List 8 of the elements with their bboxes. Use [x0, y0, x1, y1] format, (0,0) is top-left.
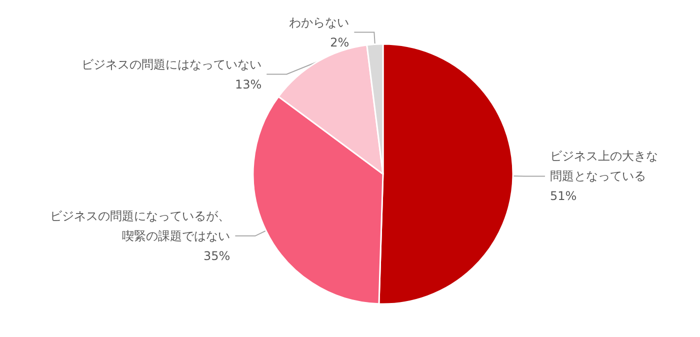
slice-label: ビジネスの問題にはなっていない	[82, 57, 262, 72]
data-label: 13%	[234, 77, 262, 92]
data-label: 51%	[550, 189, 577, 204]
slice-label: わからない	[289, 15, 350, 30]
data-label: 35%	[204, 248, 230, 263]
slice-label: ビジネスの問題になっているが、喫緊の課題ではない	[50, 208, 230, 243]
data-label: 2%	[330, 35, 350, 50]
slice-label: ビジネス上の大きな問題となっている	[550, 149, 658, 184]
